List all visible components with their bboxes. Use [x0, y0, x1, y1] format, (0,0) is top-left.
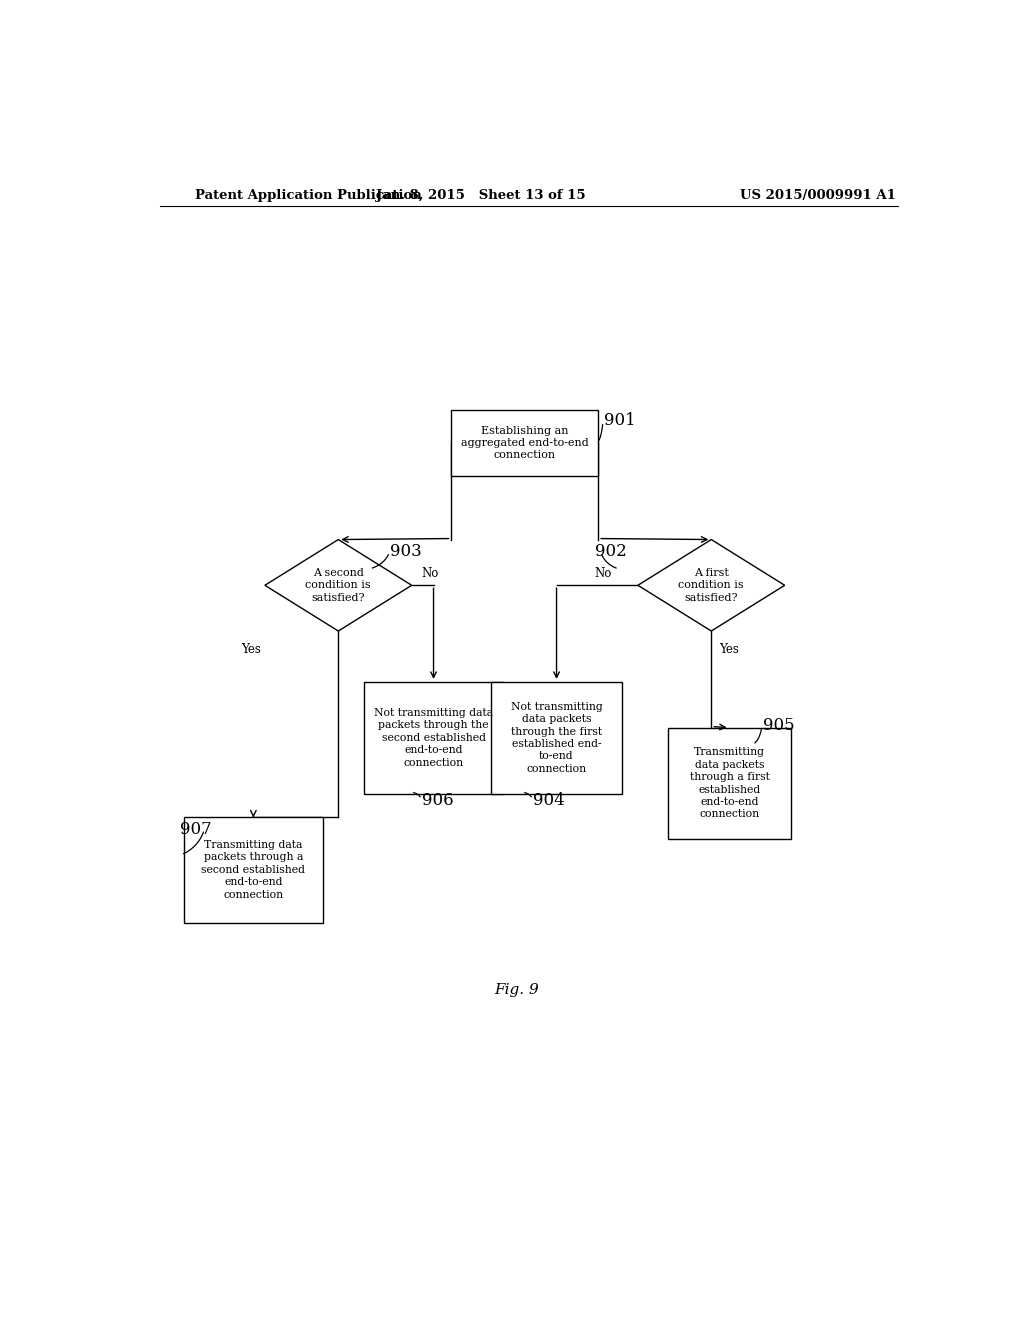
- Text: 906: 906: [422, 792, 454, 809]
- Text: Yes: Yes: [719, 643, 739, 656]
- Polygon shape: [265, 540, 412, 631]
- FancyBboxPatch shape: [492, 682, 622, 793]
- Text: US 2015/0009991 A1: US 2015/0009991 A1: [740, 189, 896, 202]
- Text: A first
condition is
satisfied?: A first condition is satisfied?: [679, 568, 744, 603]
- Text: Fig. 9: Fig. 9: [495, 983, 540, 997]
- Polygon shape: [638, 540, 784, 631]
- FancyBboxPatch shape: [668, 727, 792, 840]
- Text: Not transmitting data
packets through the
second established
end-to-end
connecti: Not transmitting data packets through th…: [374, 708, 494, 767]
- Text: A second
condition is
satisfied?: A second condition is satisfied?: [305, 568, 371, 603]
- Text: 903: 903: [390, 544, 422, 560]
- Text: No: No: [594, 566, 611, 579]
- Text: 907: 907: [179, 821, 211, 838]
- Text: Yes: Yes: [241, 643, 261, 656]
- Text: 904: 904: [532, 792, 564, 809]
- Text: Transmitting data
packets through a
second established
end-to-end
connection: Transmitting data packets through a seco…: [202, 840, 305, 900]
- Text: 901: 901: [604, 412, 636, 429]
- Text: Jan. 8, 2015   Sheet 13 of 15: Jan. 8, 2015 Sheet 13 of 15: [377, 189, 586, 202]
- Text: No: No: [421, 566, 438, 579]
- Text: Establishing an
aggregated end-to-end
connection: Establishing an aggregated end-to-end co…: [461, 425, 589, 461]
- Text: Patent Application Publication: Patent Application Publication: [196, 189, 422, 202]
- FancyBboxPatch shape: [365, 682, 503, 793]
- Text: Transmitting
data packets
through a first
established
end-to-end
connection: Transmitting data packets through a firs…: [689, 747, 769, 820]
- FancyBboxPatch shape: [452, 411, 598, 477]
- Text: Not transmitting
data packets
through the first
established end-
to-end
connecti: Not transmitting data packets through th…: [511, 702, 602, 774]
- Text: 905: 905: [763, 717, 795, 734]
- FancyBboxPatch shape: [184, 817, 323, 923]
- Text: 902: 902: [595, 544, 627, 560]
